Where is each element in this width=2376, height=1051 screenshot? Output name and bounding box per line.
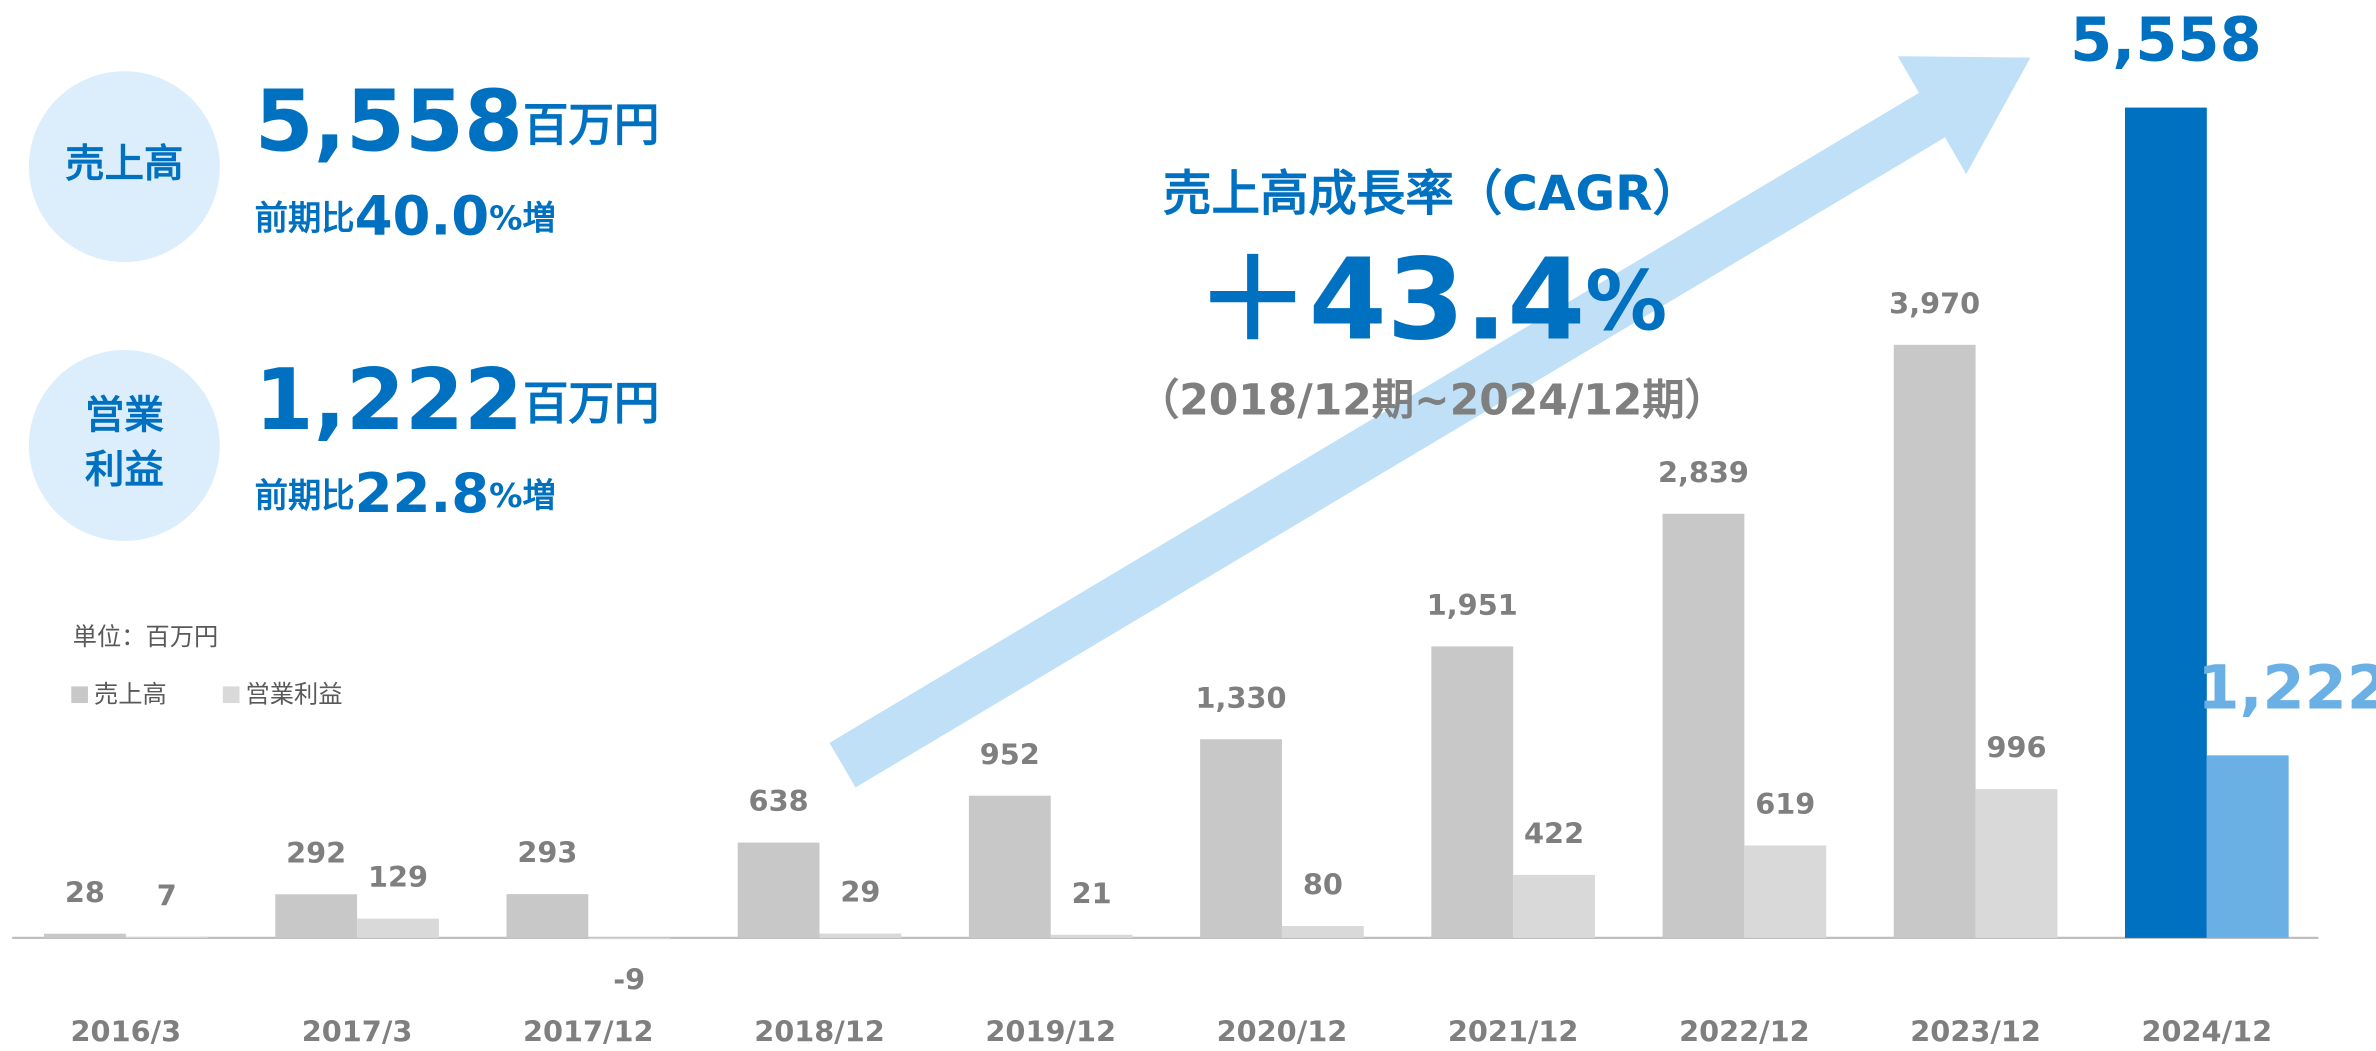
value-label: 952	[980, 737, 1040, 771]
value-label: 619	[1755, 787, 1815, 821]
cagr-title: 売上高成長率（CAGR）	[1163, 166, 1701, 222]
unit-note: 単位：百万円	[73, 622, 218, 651]
bar	[1050, 934, 1133, 938]
growth-arrow	[829, 56, 2031, 788]
value-label: -9	[613, 963, 645, 997]
bar	[44, 933, 126, 938]
x-tick-label: 2017/12	[523, 1014, 654, 1047]
value-label: 293	[517, 836, 577, 870]
bar	[1975, 789, 2058, 938]
kpi-name: 利益	[85, 447, 164, 493]
bar	[2206, 755, 2289, 938]
value-label: 129	[368, 860, 428, 894]
bar	[1431, 646, 1514, 938]
value-label: 638	[749, 784, 809, 818]
legend-swatch	[71, 686, 88, 704]
bar	[737, 842, 820, 938]
value-label: 1,222	[2197, 653, 2376, 723]
kpi-value: 5,558百万円	[255, 73, 660, 172]
cagr-period: （2018/12期~2024/12期）	[1137, 377, 1727, 426]
bar	[125, 936, 208, 938]
bar	[357, 918, 439, 938]
value-label: 80	[1303, 868, 1343, 902]
x-tick-label: 2018/12	[754, 1014, 885, 1047]
x-tick-label: 2022/12	[1679, 1014, 1810, 1047]
value-label: 2,839	[1658, 455, 1749, 489]
value-label: 7	[157, 878, 177, 912]
bar	[506, 894, 589, 938]
value-label: 422	[1524, 816, 1584, 850]
legend-label: 売上高	[94, 679, 167, 708]
bar	[2124, 107, 2207, 938]
kpi-name: 営業	[85, 393, 164, 439]
bar	[1893, 344, 1976, 938]
bar	[1513, 874, 1595, 938]
bar	[1200, 739, 1282, 938]
legend-label: 営業利益	[246, 679, 343, 708]
kpi-circle	[28, 71, 220, 263]
x-tick-label: 2023/12	[1910, 1014, 2041, 1047]
kpi-circle	[28, 350, 220, 541]
x-tick-label: 2016/3	[71, 1014, 182, 1047]
x-tick-label: 2024/12	[2142, 1014, 2273, 1047]
bar	[968, 795, 1051, 938]
kpi-change: 前期比22.8%増	[255, 461, 556, 525]
bar	[1281, 925, 1364, 938]
kpi-value: 1,222百万円	[255, 352, 660, 451]
legend-swatch	[222, 686, 240, 704]
value-label: 1,330	[1196, 681, 1287, 715]
value-label: 5,558	[2070, 6, 2262, 76]
cagr-value: ＋43.4%	[1197, 235, 1668, 365]
bar	[819, 933, 902, 938]
value-label: 28	[65, 875, 105, 909]
value-label: 21	[1072, 876, 1112, 910]
x-tick-label: 2021/12	[1448, 1014, 1579, 1047]
value-label: 3,970	[1889, 286, 1980, 320]
bar	[1662, 513, 1745, 938]
bar	[588, 937, 671, 940]
bar	[1744, 845, 1827, 938]
kpi-change: 前期比40.0%増	[255, 184, 556, 248]
x-tick-label: 2020/12	[1217, 1014, 1348, 1047]
kpi-name: 売上高	[65, 141, 183, 187]
value-label: 1,951	[1427, 588, 1518, 622]
value-label: 29	[840, 875, 880, 909]
bar	[275, 894, 358, 938]
x-tick-label: 2019/12	[985, 1014, 1116, 1047]
x-tick-label: 2017/3	[302, 1014, 413, 1047]
value-label: 292	[286, 836, 346, 870]
value-label: 996	[1986, 731, 2046, 765]
